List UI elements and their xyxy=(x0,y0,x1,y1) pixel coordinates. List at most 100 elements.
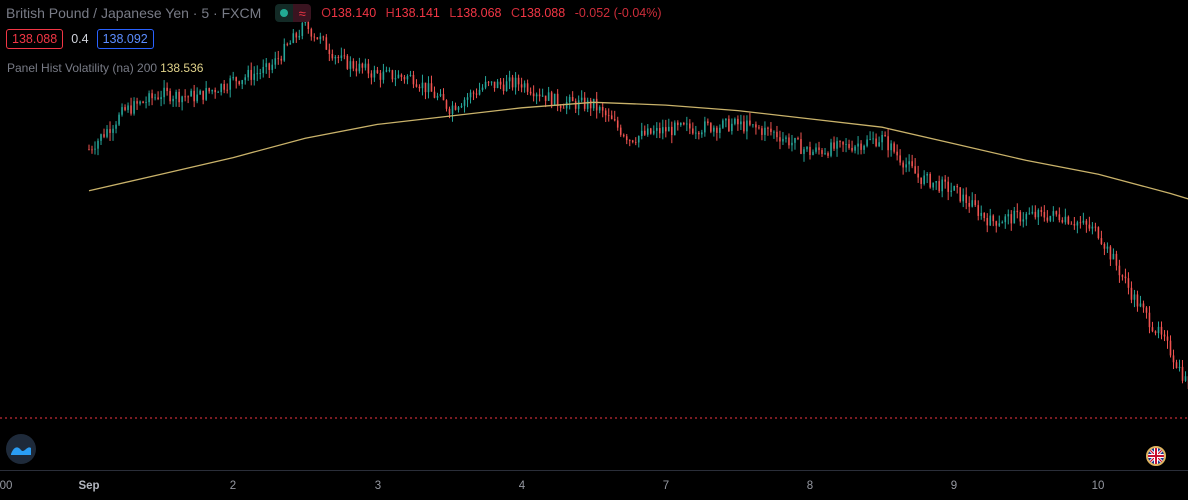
candle-body xyxy=(1107,247,1109,249)
candle-body xyxy=(677,123,679,126)
candle-body xyxy=(632,140,634,142)
candle-body xyxy=(1083,221,1085,223)
candle-body xyxy=(950,191,952,192)
candle-body xyxy=(292,33,294,43)
candle-body xyxy=(914,166,916,173)
candle-body xyxy=(752,124,754,125)
candle-body xyxy=(178,92,180,102)
candle-body xyxy=(719,128,721,133)
candle-body xyxy=(160,97,162,99)
candle-body xyxy=(848,144,850,148)
candle-body xyxy=(740,121,742,124)
candle-body xyxy=(710,123,712,132)
candle-body xyxy=(262,67,264,73)
candle-body xyxy=(896,152,898,156)
candle-body xyxy=(671,127,673,135)
candle-body xyxy=(335,57,337,58)
candle-body xyxy=(785,137,787,138)
time-axis[interactable]: 00 Sep 2 3 4 7 8 9 10 xyxy=(0,470,1188,500)
buy-button[interactable]: 138.092 xyxy=(97,29,154,49)
candle-body xyxy=(521,84,523,87)
candle-body xyxy=(953,186,955,191)
candle-body xyxy=(989,216,991,226)
candle-body xyxy=(1161,327,1163,335)
candle-body xyxy=(575,101,577,109)
candle-body xyxy=(130,105,132,113)
wave-icon: ≈ xyxy=(293,4,311,22)
candle-body xyxy=(611,115,613,119)
candle-body xyxy=(587,100,589,108)
candle-body xyxy=(818,147,820,150)
candle-body xyxy=(668,127,670,132)
candle-body xyxy=(1101,238,1103,244)
candle-body xyxy=(1143,304,1145,308)
candle-body xyxy=(527,83,529,92)
candle-body xyxy=(554,94,556,106)
candle-body xyxy=(824,153,826,154)
brand-logo-icon[interactable] xyxy=(6,434,36,464)
indicator-label: Panel Hist Volatility (na) 200 xyxy=(7,61,157,75)
candle-body xyxy=(977,205,979,216)
candle-body xyxy=(1098,227,1100,238)
candle-body xyxy=(256,73,258,74)
candle-body xyxy=(295,33,297,37)
candle-body xyxy=(410,75,412,76)
candle-body xyxy=(1134,294,1136,299)
candle-body xyxy=(608,115,610,116)
candle-body xyxy=(1065,217,1067,223)
candle-body xyxy=(223,84,225,90)
candle-body xyxy=(1146,308,1148,313)
candle-body xyxy=(1149,313,1151,327)
candle-body xyxy=(1077,222,1079,225)
candle-body xyxy=(437,96,439,98)
candle-body xyxy=(97,141,99,149)
candle-body xyxy=(265,63,267,67)
candle-body xyxy=(271,65,273,70)
candle-body xyxy=(869,139,871,140)
uk-flag-icon[interactable] xyxy=(1146,446,1166,466)
candle-body xyxy=(368,64,370,74)
candle-body xyxy=(253,74,255,80)
x-tick-label: 8 xyxy=(807,480,813,492)
candle-body xyxy=(944,180,946,182)
sell-button[interactable]: 138.088 xyxy=(6,29,63,49)
candle-body xyxy=(1013,211,1015,224)
candle-body xyxy=(857,144,859,147)
candle-body xyxy=(1010,214,1012,223)
candle-body xyxy=(1110,247,1112,260)
x-tick-label: Sep xyxy=(78,480,99,492)
candle-body xyxy=(488,82,490,83)
candle-body xyxy=(566,102,568,108)
candle-body xyxy=(1035,212,1037,217)
candle-body xyxy=(283,44,285,61)
candle-body xyxy=(833,142,835,148)
candle-body xyxy=(983,213,985,218)
candle-body xyxy=(1089,225,1091,229)
candle-body xyxy=(1113,254,1115,260)
candle-body xyxy=(398,75,400,78)
candle-body xyxy=(1137,294,1139,306)
candle-body xyxy=(497,82,499,88)
candle-body xyxy=(875,139,877,147)
candle-body xyxy=(422,83,424,89)
candle-body xyxy=(232,77,234,78)
candle-body xyxy=(301,23,303,36)
symbol-title[interactable]: British Pound / Japanese Yen · 5 · FXCM xyxy=(6,5,261,21)
candle-body xyxy=(320,37,322,40)
candle-body xyxy=(1152,327,1154,331)
candle-body xyxy=(884,135,886,136)
candle-body xyxy=(1185,376,1187,381)
candle-body xyxy=(473,93,475,94)
candle-body xyxy=(797,138,799,139)
candle-body xyxy=(641,131,643,136)
candle-body xyxy=(1179,367,1181,368)
market-status[interactable]: ≈ xyxy=(275,4,311,22)
candle-body xyxy=(470,93,472,98)
candle-body xyxy=(782,139,784,142)
candle-body xyxy=(1004,216,1006,222)
candle-body xyxy=(929,174,931,187)
candle-body xyxy=(728,119,730,131)
x-tick-label: 3 xyxy=(375,480,381,492)
candle-body xyxy=(530,92,532,94)
